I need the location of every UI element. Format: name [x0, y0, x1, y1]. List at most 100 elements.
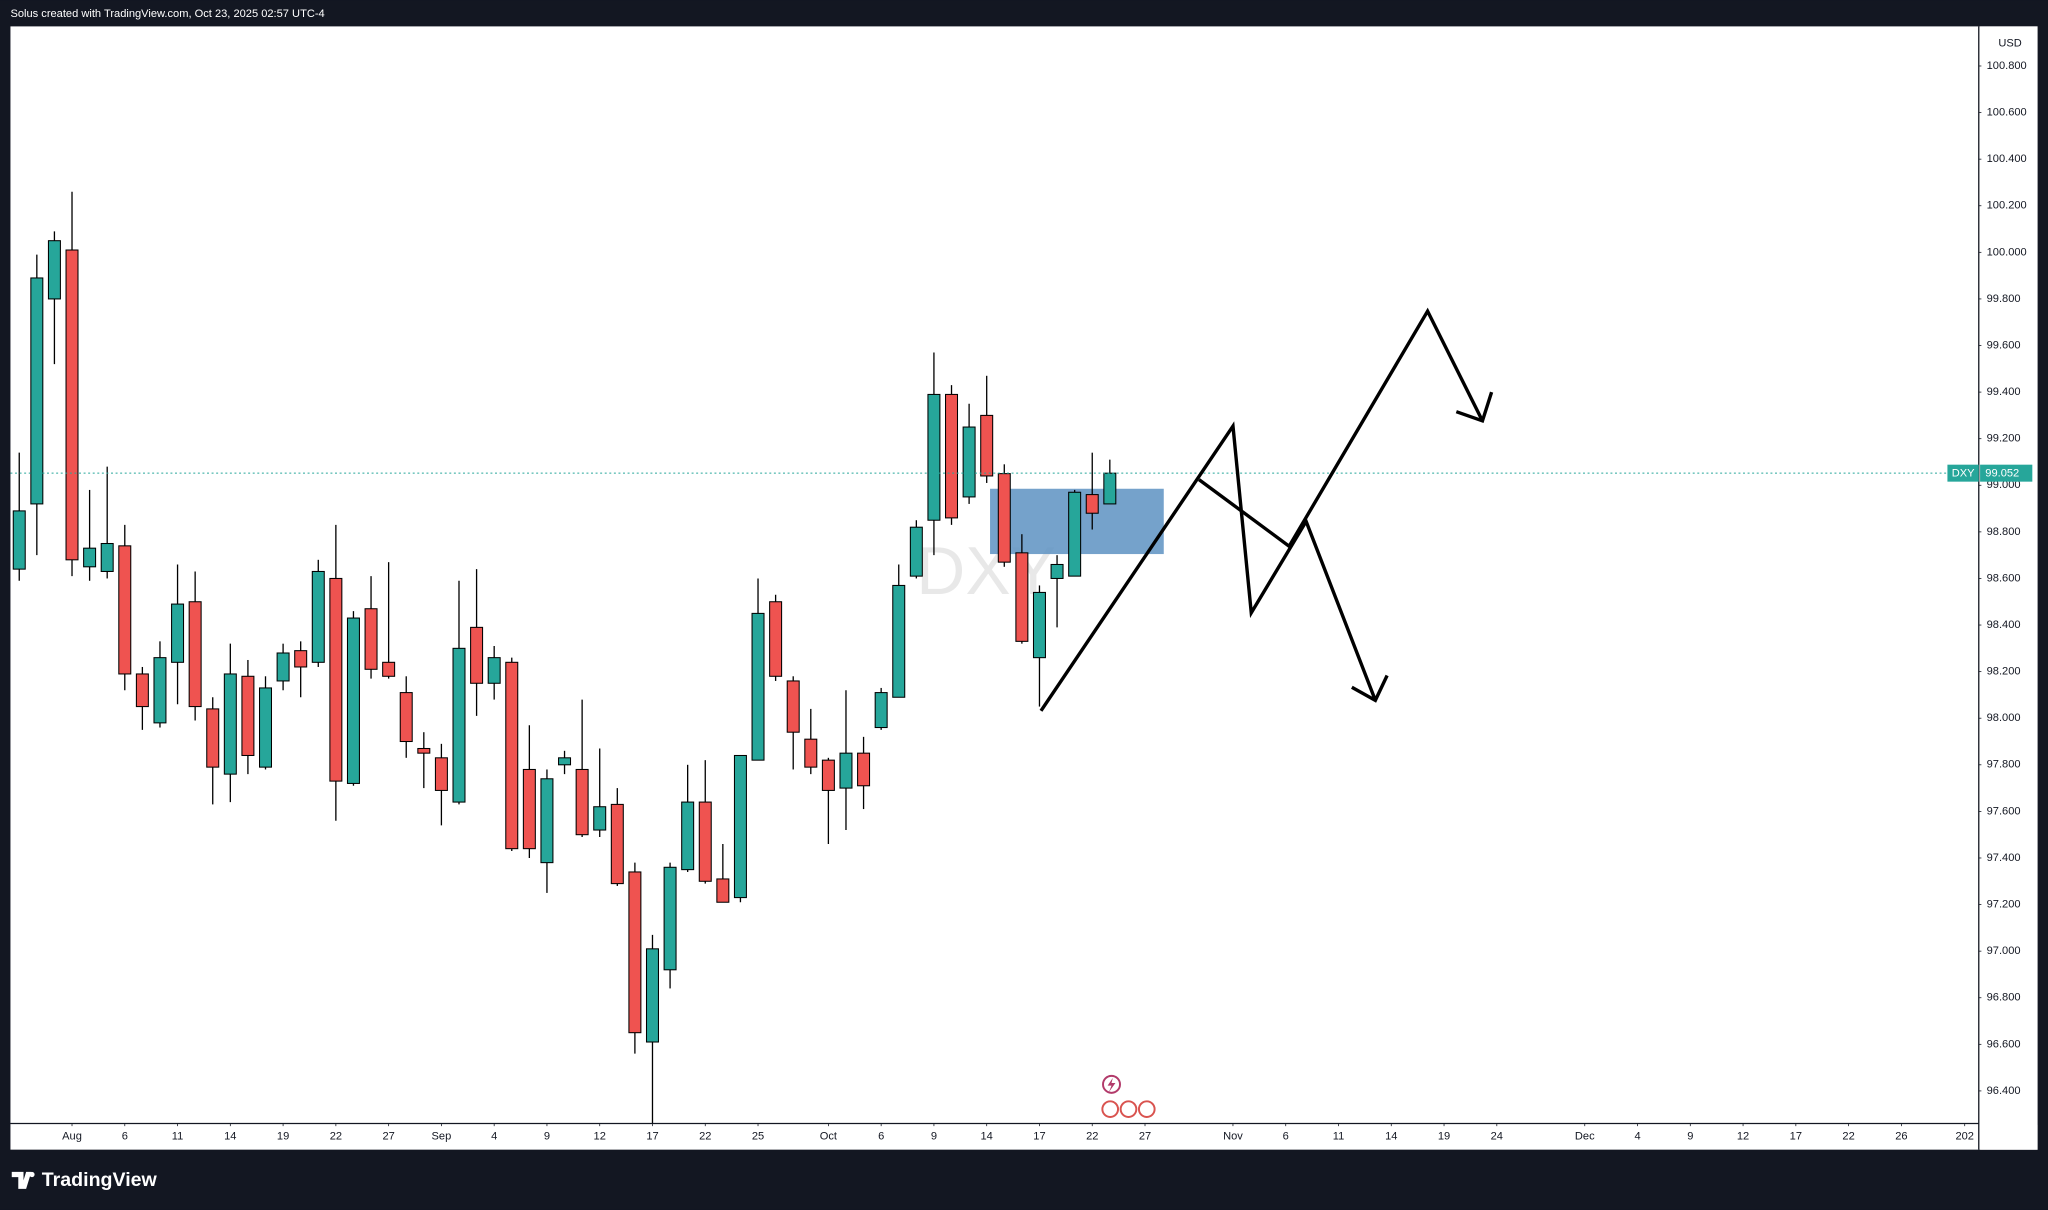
candle-body — [259, 687, 273, 768]
logo-mark — [11, 1171, 32, 1189]
x-tick-label: 11 — [172, 1131, 184, 1143]
y-tick-label: 97.000 — [1987, 945, 2021, 957]
candle-body — [716, 878, 730, 903]
x-tick-label: 14 — [224, 1131, 236, 1143]
candle-body — [1032, 591, 1046, 659]
candle-body — [610, 803, 624, 885]
y-tick-label: 96.600 — [1987, 1038, 2021, 1050]
price-tag — [1980, 464, 2033, 482]
candle-body — [30, 277, 44, 505]
candle-body — [223, 673, 237, 775]
candle-body — [839, 752, 853, 789]
candle-body — [593, 806, 607, 831]
x-tick-label: 202 — [1955, 1131, 1974, 1143]
candle-body — [698, 801, 712, 882]
candle-body — [1050, 563, 1064, 579]
candle-body — [311, 570, 325, 663]
x-tick-label: 6 — [878, 1131, 884, 1143]
axes: Aug 6 11 14 19 22 27 Sep 4 9 12 17 22 25 Oct 6 9 14 17 22 27… — [62, 60, 2038, 1150]
event-flag — [1119, 1100, 1138, 1118]
x-tick-label: 17 — [1790, 1131, 1802, 1143]
x-tick-label: 22 — [699, 1131, 711, 1143]
x-tick-label: 9 — [1687, 1131, 1693, 1143]
y-tick-label: 96.800 — [1987, 992, 2021, 1004]
x-tick-label: Oct — [820, 1131, 837, 1143]
x-tick-label: 4 — [1634, 1131, 1640, 1143]
candle-body — [786, 680, 800, 733]
x-tick-label: 4 — [491, 1131, 497, 1143]
candle-body — [118, 545, 132, 675]
candle-body — [12, 510, 26, 570]
candle-body — [927, 393, 941, 521]
currency-label: USD — [1998, 37, 2021, 49]
candle-body — [522, 768, 536, 850]
candle-body — [505, 661, 519, 850]
x-tick-label: 26 — [1895, 1131, 1907, 1143]
y-tick-label: 100.400 — [1987, 153, 2027, 165]
y-tick-label: 97.800 — [1987, 759, 2021, 771]
footer-brand: TradingView — [42, 1169, 158, 1191]
x-tick-label: 22 — [1086, 1131, 1098, 1143]
x-tick-label: 6 — [1283, 1131, 1289, 1143]
x-tick-label: 17 — [1033, 1131, 1045, 1143]
candle-body — [681, 801, 695, 871]
candle-body — [962, 426, 976, 498]
candle-body — [751, 612, 765, 761]
y-tick-label: 99.400 — [1987, 386, 2021, 398]
y-tick-label: 100.200 — [1987, 200, 2027, 212]
candle-body — [909, 526, 923, 577]
arrow-head — [1351, 674, 1389, 703]
candle-body — [769, 601, 783, 677]
candle-body — [857, 752, 871, 787]
candle-body — [645, 948, 659, 1043]
y-tick-label: 100.800 — [1987, 60, 2027, 72]
y-tick-label: 96.400 — [1987, 1085, 2021, 1097]
symbol-tag — [1947, 464, 1979, 482]
candle-body — [329, 577, 343, 782]
x-tick-label: 24 — [1491, 1131, 1503, 1143]
x-tick-label: 22 — [1842, 1131, 1854, 1143]
event-flag — [1137, 1100, 1156, 1118]
candle-body — [206, 708, 220, 768]
x-tick-label: 17 — [646, 1131, 658, 1143]
price-scale — [1980, 26, 2038, 1150]
candle-body — [434, 757, 448, 791]
candle-body — [100, 542, 114, 572]
x-tick-label: 9 — [931, 1131, 937, 1143]
candle-body — [628, 871, 642, 1034]
y-tick-label: 97.400 — [1987, 852, 2021, 864]
y-tick-label: 100.600 — [1987, 107, 2027, 119]
x-tick-label: Nov — [1223, 1131, 1243, 1143]
candle-body — [558, 757, 572, 766]
y-tick-label: 99.600 — [1987, 339, 2021, 351]
x-tick-label: 19 — [277, 1131, 289, 1143]
plot — [10, 191, 1979, 1124]
x-tick-label: 27 — [382, 1131, 394, 1143]
price-tag-label: 99.052 — [1985, 468, 2019, 480]
projection-path — [1198, 307, 1484, 549]
candle-body — [1103, 472, 1117, 505]
y-tick-label: 98.000 — [1987, 712, 2021, 724]
candle-body — [153, 657, 167, 724]
candle-body — [65, 249, 79, 561]
candle-body — [188, 601, 202, 708]
candle-body — [294, 650, 308, 668]
candle-body — [945, 393, 959, 519]
candle-body — [733, 754, 747, 899]
x-tick-label: 14 — [981, 1131, 993, 1143]
candle-body — [663, 866, 677, 971]
event-icons — [1101, 1074, 1156, 1118]
x-tick-label: 19 — [1438, 1131, 1450, 1143]
candle-body — [452, 647, 466, 803]
candle-body — [892, 584, 906, 698]
y-tick-label: 97.600 — [1987, 805, 2021, 817]
footer-logo: TradingView — [11, 1169, 158, 1191]
x-tick-label: 12 — [1737, 1131, 1749, 1143]
candle-body — [47, 240, 61, 300]
y-tick-label: 98.800 — [1987, 526, 2021, 538]
candle-body — [1068, 491, 1082, 577]
y-tick-label: 98.400 — [1987, 619, 2021, 631]
x-tick-label: 27 — [1139, 1131, 1151, 1143]
